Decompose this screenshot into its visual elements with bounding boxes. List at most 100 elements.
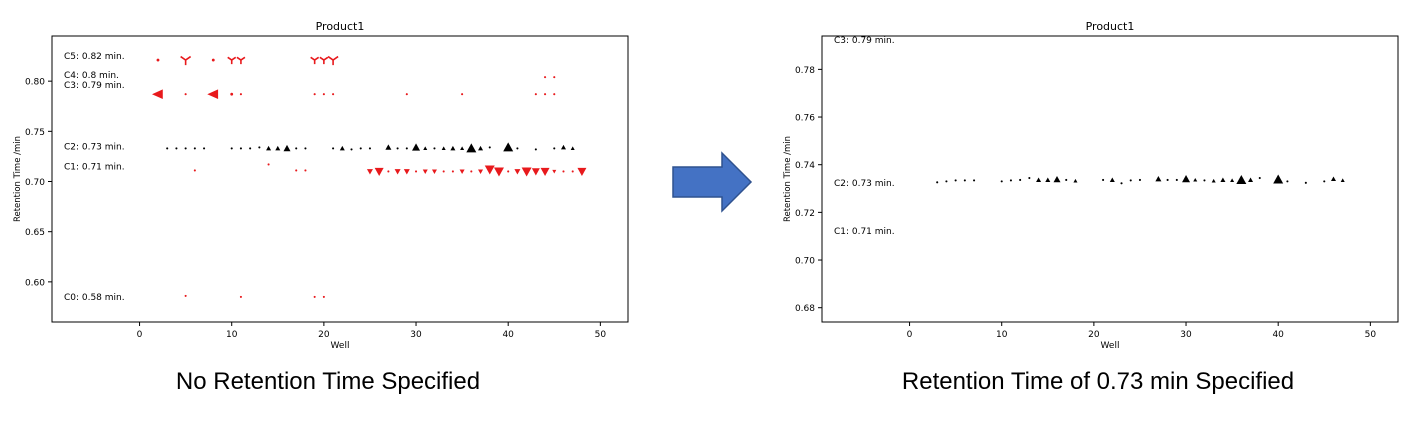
x-tick-label: 0	[137, 330, 143, 340]
data-point	[1073, 178, 1078, 183]
data-point	[459, 169, 465, 174]
y-tick-label: 0.80	[25, 78, 45, 88]
x-axis-label: Well	[1101, 341, 1120, 351]
cluster-annotation: C1: 0.71 min.	[64, 162, 125, 172]
data-point	[516, 147, 519, 150]
data-point	[1053, 175, 1061, 183]
data-point	[936, 181, 939, 184]
x-axis-label: Well	[331, 341, 350, 351]
data-point	[414, 170, 418, 173]
data-point	[1340, 178, 1345, 183]
data-point	[319, 56, 329, 65]
right-caption: Retention Time of 0.73 min Specified	[901, 368, 1295, 395]
x-tick-label: 10	[996, 330, 1008, 340]
data-point	[236, 56, 246, 65]
data-point	[203, 147, 206, 150]
data-point	[368, 147, 372, 150]
data-point	[184, 294, 187, 297]
chart-title: Product1	[1086, 20, 1135, 33]
plot-frame	[51, 35, 629, 323]
data-point	[451, 170, 454, 173]
data-point	[544, 93, 547, 96]
data-point	[460, 146, 465, 150]
data-point	[207, 89, 219, 100]
data-point	[540, 167, 550, 176]
data-point	[507, 170, 510, 173]
data-point	[403, 169, 410, 175]
right-arrow-icon	[672, 151, 753, 213]
data-point	[544, 76, 547, 79]
data-point	[184, 93, 187, 96]
data-point	[423, 146, 428, 150]
x-tick-label: 20	[318, 330, 330, 340]
data-point	[442, 170, 445, 173]
data-point	[493, 167, 504, 177]
data-point	[332, 93, 335, 96]
x-tick-label: 10	[226, 330, 238, 340]
x-tick-label: 0	[907, 330, 913, 340]
data-point	[1304, 181, 1307, 184]
data-point	[552, 169, 557, 174]
data-point	[258, 146, 261, 149]
cluster-annotation: C3: 0.79 min.	[64, 81, 125, 91]
data-point	[184, 147, 187, 150]
x-tick-label: 50	[1365, 330, 1377, 340]
data-point	[1155, 176, 1162, 182]
cluster-annotation: C1: 0.71 min.	[834, 227, 895, 237]
data-point	[1211, 178, 1216, 183]
cluster-annotation: C2: 0.73 min.	[64, 142, 125, 152]
y-tick-label: 0.65	[25, 228, 45, 238]
data-point	[405, 93, 408, 96]
data-point	[461, 93, 464, 96]
chart-title: Product1	[316, 20, 365, 33]
data-point	[304, 147, 307, 150]
data-point	[570, 146, 575, 150]
data-point	[441, 146, 446, 150]
data-point	[1102, 178, 1105, 182]
x-tick-label: 20	[1088, 330, 1100, 340]
data-point	[1330, 176, 1336, 181]
cluster-annotation: C4: 0.8 min.	[64, 71, 119, 81]
data-point	[396, 147, 399, 150]
data-point	[1182, 175, 1191, 183]
data-point	[166, 147, 169, 150]
data-point	[227, 56, 237, 65]
data-point	[534, 148, 537, 151]
data-point	[180, 55, 192, 66]
data-point	[433, 147, 436, 150]
data-point	[374, 167, 384, 176]
data-point	[531, 168, 540, 176]
x-tick-label: 30	[410, 330, 422, 340]
data-point	[304, 169, 307, 172]
data-point	[963, 179, 966, 182]
data-point	[484, 165, 495, 175]
right-chart: Product1 0 10 20 30 40 50 0.68 0.70 0.72 0.74 0.76 0…	[783, 20, 1399, 351]
data-point	[366, 169, 373, 175]
data-point	[283, 144, 291, 152]
data-point	[267, 163, 270, 166]
data-point	[1220, 177, 1226, 182]
data-point	[295, 147, 298, 150]
x-tick-label: 40	[502, 330, 514, 340]
data-point	[954, 179, 957, 182]
data-point	[488, 146, 491, 149]
data-point	[1036, 177, 1042, 182]
data-point	[431, 169, 437, 174]
data-point	[313, 295, 316, 298]
data-point	[266, 145, 272, 151]
data-point	[350, 148, 353, 151]
y-tick-label: 0.72	[795, 209, 815, 219]
data-point	[1323, 180, 1326, 183]
data-point	[359, 147, 362, 150]
data-point	[327, 55, 339, 66]
data-point	[553, 76, 556, 79]
x-tick-label: 40	[1272, 330, 1284, 340]
data-point	[1000, 180, 1003, 183]
data-point	[275, 145, 281, 151]
data-point	[230, 92, 234, 96]
data-point	[514, 169, 521, 175]
data-point	[577, 167, 587, 176]
data-point	[1286, 180, 1289, 183]
data-point	[450, 145, 456, 151]
